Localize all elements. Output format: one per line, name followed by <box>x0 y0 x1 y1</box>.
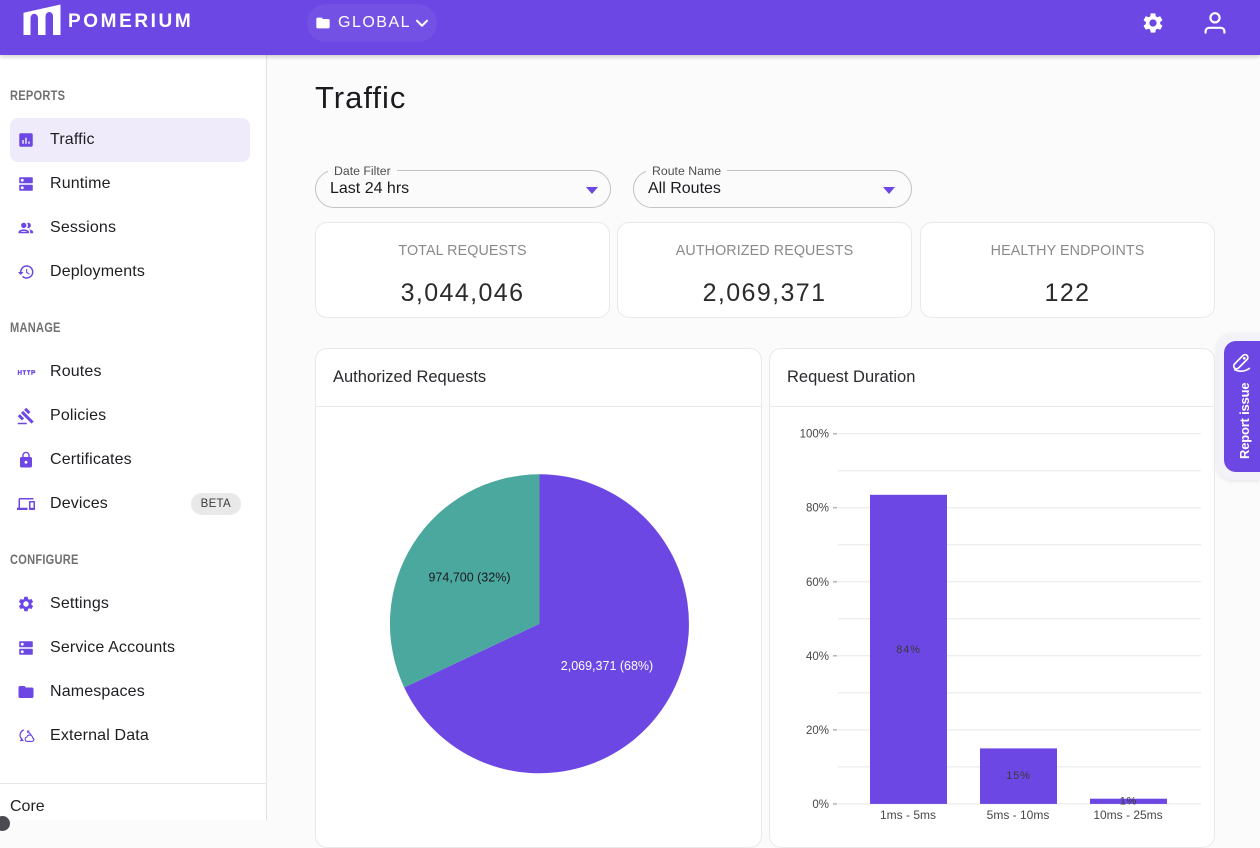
svg-text:60%: 60% <box>806 577 829 589</box>
svg-text:1%: 1% <box>1120 796 1138 808</box>
svg-text:974,700 (32%): 974,700 (32%) <box>428 571 510 585</box>
svg-text:2,069,371 (68%): 2,069,371 (68%) <box>561 659 653 673</box>
svg-text:100%: 100% <box>800 429 829 441</box>
svg-text:40%: 40% <box>806 651 829 663</box>
svg-text:80%: 80% <box>806 503 829 515</box>
svg-text:84%: 84% <box>896 644 920 656</box>
svg-text:15%: 15% <box>1006 770 1030 782</box>
svg-text:0%: 0% <box>812 799 829 811</box>
svg-text:20%: 20% <box>806 725 829 737</box>
